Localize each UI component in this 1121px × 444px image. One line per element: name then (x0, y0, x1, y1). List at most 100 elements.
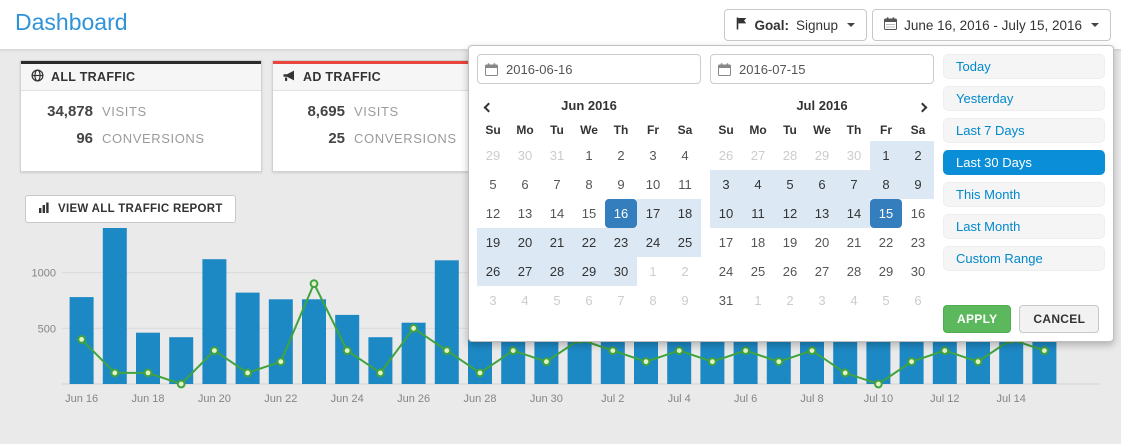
calendar-day[interactable]: 16 (910, 206, 926, 221)
calendar-day[interactable]: 26 (782, 264, 798, 279)
apply-button[interactable]: APPLY (943, 305, 1012, 333)
view-all-traffic-report-button[interactable]: VIEW ALL TRAFFIC REPORT (25, 195, 236, 223)
calendar-day[interactable]: 27 (814, 264, 830, 279)
calendar-day[interactable]: 24 (637, 228, 669, 257)
calendar-day[interactable]: 22 (573, 228, 605, 257)
calendar-day[interactable]: 14 (838, 199, 870, 228)
calendar-day[interactable]: 30 (838, 141, 870, 170)
calendar-day[interactable]: 21 (541, 228, 573, 257)
calendar-day[interactable]: 29 (878, 264, 894, 279)
range-option-last-7-days[interactable]: Last 7 Days (943, 118, 1105, 143)
calendar-day[interactable]: 1 (585, 148, 593, 163)
calendar-day[interactable]: 29 (477, 141, 509, 170)
calendar-day[interactable]: 11 (742, 199, 774, 228)
calendar-day[interactable]: 27 (742, 141, 774, 170)
start-date-input[interactable] (477, 54, 701, 84)
calendar-day[interactable]: 3 (806, 286, 838, 315)
calendar-day[interactable]: 10 (710, 199, 742, 228)
calendar-day[interactable]: 19 (477, 228, 509, 257)
calendar-day[interactable]: 2 (902, 141, 934, 170)
calendar-day[interactable]: 17 (637, 199, 669, 228)
calendar-day[interactable]: 1 (870, 141, 902, 170)
calendar-day[interactable]: 25 (669, 228, 701, 257)
calendar-day[interactable]: 15 (870, 199, 902, 228)
calendar-day[interactable]: 21 (846, 235, 862, 250)
calendar-day[interactable]: 25 (750, 264, 766, 279)
calendar-day[interactable]: 1 (742, 286, 774, 315)
calendar-day[interactable]: 7 (605, 286, 637, 315)
calendar-day[interactable]: 13 (806, 199, 838, 228)
calendar-day[interactable]: 30 (605, 257, 637, 286)
calendar-day[interactable]: 3 (710, 170, 742, 199)
calendar-day[interactable]: 4 (681, 148, 689, 163)
calendar-day[interactable]: 12 (774, 199, 806, 228)
calendar-day[interactable]: 24 (718, 264, 734, 279)
calendar-day[interactable]: 31 (541, 141, 573, 170)
calendar-day[interactable]: 12 (485, 206, 501, 221)
calendar-day[interactable]: 31 (718, 293, 734, 308)
calendar-day[interactable]: 8 (870, 170, 902, 199)
prev-month-icon[interactable] (483, 99, 494, 114)
calendar-day[interactable]: 6 (573, 286, 605, 315)
calendar-day[interactable]: 8 (637, 286, 669, 315)
calendar-day[interactable]: 30 (910, 264, 926, 279)
calendar-day[interactable]: 2 (669, 257, 701, 286)
calendar-day[interactable]: 7 (838, 170, 870, 199)
calendar-day[interactable]: 20 (509, 228, 541, 257)
calendar-day[interactable]: 5 (870, 286, 902, 315)
range-option-yesterday[interactable]: Yesterday (943, 86, 1105, 111)
calendar-day[interactable]: 19 (782, 235, 798, 250)
calendar-day[interactable]: 2 (617, 148, 625, 163)
calendar-day[interactable]: 27 (509, 257, 541, 286)
calendar-day[interactable]: 6 (806, 170, 838, 199)
calendar-day[interactable]: 6 (902, 286, 934, 315)
calendar-day[interactable]: 22 (878, 235, 894, 250)
goal-selector-button[interactable]: Goal: Signup (724, 9, 867, 41)
calendar-day[interactable]: 28 (846, 264, 862, 279)
calendar-day[interactable]: 5 (489, 177, 497, 192)
calendar-day[interactable]: 9 (617, 177, 625, 192)
range-option-last-month[interactable]: Last Month (943, 214, 1105, 239)
calendar-day[interactable]: 18 (750, 235, 766, 250)
calendar-day[interactable]: 29 (573, 257, 605, 286)
calendar-day[interactable]: 9 (902, 170, 934, 199)
calendar-day[interactable]: 18 (669, 199, 701, 228)
calendar-day[interactable]: 15 (581, 206, 597, 221)
calendar-day[interactable]: 13 (517, 206, 533, 221)
calendar-day[interactable]: 23 (910, 235, 926, 250)
calendar-day[interactable]: 11 (678, 177, 692, 192)
calendar-day[interactable]: 26 (477, 257, 509, 286)
calendar-day[interactable]: 17 (718, 235, 734, 250)
calendar-day[interactable]: 16 (605, 199, 637, 228)
next-month-icon[interactable] (917, 99, 928, 114)
calendar-day[interactable]: 6 (521, 177, 529, 192)
calendar-day[interactable]: 3 (649, 148, 657, 163)
calendar-day[interactable]: 26 (710, 141, 742, 170)
range-option-today[interactable]: Today (943, 54, 1105, 79)
calendar-day[interactable]: 14 (549, 206, 565, 221)
cancel-button[interactable]: CANCEL (1019, 305, 1100, 333)
range-option-last-30-days[interactable]: Last 30 Days (943, 150, 1105, 175)
end-date-input[interactable] (710, 54, 934, 84)
calendar-day[interactable]: 4 (509, 286, 541, 315)
calendar-day[interactable]: 28 (541, 257, 573, 286)
calendar-day[interactable]: 9 (669, 286, 701, 315)
calendar-day[interactable]: 8 (585, 177, 593, 192)
calendar-day[interactable]: 5 (541, 286, 573, 315)
calendar-day[interactable]: 5 (774, 170, 806, 199)
calendar-day[interactable]: 30 (509, 141, 541, 170)
calendar-day[interactable]: 7 (553, 177, 561, 192)
calendar-day[interactable]: 4 (838, 286, 870, 315)
calendar-day[interactable]: 29 (806, 141, 838, 170)
daterange-button[interactable]: June 16, 2016 - July 15, 2016 (872, 9, 1111, 41)
range-option-this-month[interactable]: This Month (943, 182, 1105, 207)
calendar-day[interactable]: 23 (605, 228, 637, 257)
calendar-day[interactable]: 1 (637, 257, 669, 286)
calendar-day[interactable]: 10 (645, 177, 661, 192)
range-option-custom-range[interactable]: Custom Range (943, 246, 1105, 271)
calendar-day[interactable]: 2 (774, 286, 806, 315)
calendar-day[interactable]: 3 (477, 286, 509, 315)
calendar-day[interactable]: 20 (814, 235, 830, 250)
calendar-day[interactable]: 28 (774, 141, 806, 170)
calendar-day[interactable]: 4 (742, 170, 774, 199)
